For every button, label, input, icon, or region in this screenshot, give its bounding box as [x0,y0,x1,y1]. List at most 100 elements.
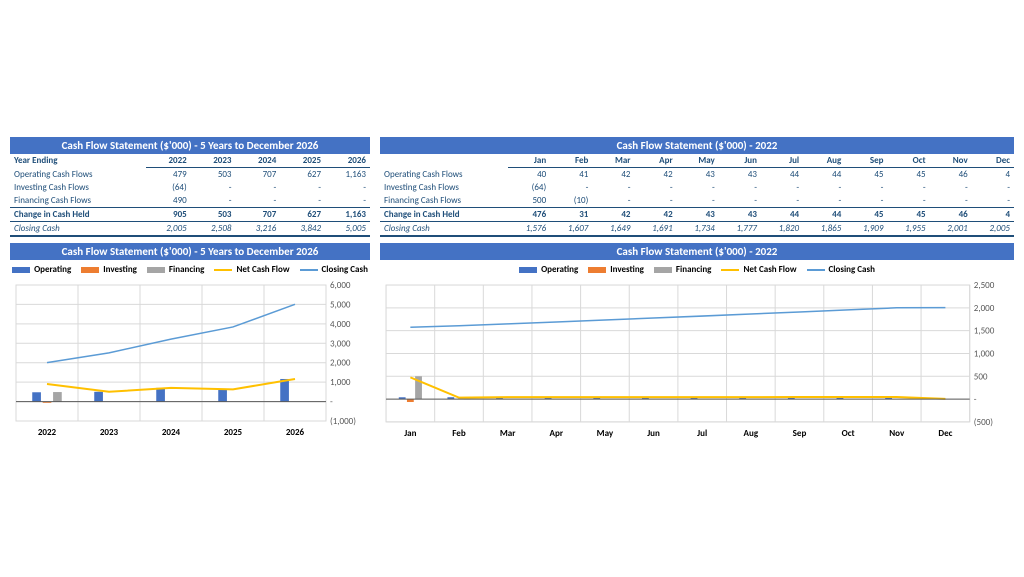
month-header: Feb [550,154,592,168]
cell: 627 [280,208,325,222]
cell: 46 [930,208,972,222]
svg-text:2,000: 2,000 [974,303,995,314]
svg-text:-: - [974,394,977,405]
cell: - [845,181,887,194]
five-year-chart-svg: (1,000)-1,0002,0003,0004,0005,0006,00020… [10,279,370,439]
cell: - [236,181,281,194]
cell: - [325,181,370,194]
cell: - [803,181,845,194]
cell: 42 [592,208,634,222]
legend-item-operating: Operating [12,264,71,275]
cell: 43 [677,168,719,182]
svg-text:Aug: Aug [744,428,759,439]
svg-text:May: May [597,428,614,439]
svg-text:Nov: Nov [889,428,905,439]
cell: (64) [146,181,191,194]
cell: 5,005 [325,222,370,237]
cell: - [887,194,929,208]
month-header: Jan [508,154,550,168]
cell: - [972,194,1014,208]
cell: 1,691 [635,222,677,237]
chart-legend: OperatingInvestingFinancingNet Cash Flow… [380,260,1014,279]
month-header: Sep [845,154,887,168]
cell: - [592,181,634,194]
cell: - [930,194,972,208]
cell: 707 [236,168,281,182]
svg-text:1,000: 1,000 [974,348,995,359]
cell: 479 [146,168,191,182]
cell: 42 [635,208,677,222]
legend-item-operating: Operating [519,264,578,275]
cell: 31 [550,208,592,222]
legend-item-netcash: Net Cash Flow [721,264,796,275]
cell: 627 [280,168,325,182]
cell: 1,607 [550,222,592,237]
cell: 1,163 [325,168,370,182]
cell: 42 [592,168,634,182]
cell: - [887,181,929,194]
svg-text:2,000: 2,000 [330,358,351,369]
cell: - [325,194,370,208]
cell: 503 [191,168,236,182]
cell: 44 [803,168,845,182]
year-ending-label: Year Ending [10,154,146,168]
legend-item-investing: Investing [588,264,644,275]
cell: - [803,194,845,208]
cell: 2,508 [191,222,236,237]
row-label-operating: Operating Cash Flows [10,168,146,182]
cell: 40 [508,168,550,182]
legend-item-netcash: Net Cash Flow [214,264,289,275]
cell: 1,955 [887,222,929,237]
five-year-chart: Cash Flow Statement ($'000) - 5 Years to… [10,243,370,440]
row-label-operating: Operating Cash Flows [380,168,508,182]
cell: - [191,194,236,208]
five-year-table: Cash Flow Statement ($'000) - 5 Years to… [10,137,370,237]
cell: 2,001 [930,222,972,237]
cell: 490 [146,194,191,208]
cell: (64) [508,181,550,194]
month-header: Nov [930,154,972,168]
svg-text:6,000: 6,000 [330,280,351,291]
cell: 45 [887,168,929,182]
row-label-financing: Financing Cash Flows [10,194,146,208]
cell: 1,734 [677,222,719,237]
cell: 44 [803,208,845,222]
svg-text:Mar: Mar [500,428,516,439]
cell: 1,576 [508,222,550,237]
svg-text:2023: 2023 [100,427,119,438]
five-year-table-title: Cash Flow Statement ($'000) - 5 Years to… [10,137,370,154]
monthly-chart: Cash Flow Statement ($'000) - 2022 Opera… [380,243,1014,440]
svg-text:2024: 2024 [162,427,181,438]
cell: 42 [635,168,677,182]
cell: - [191,181,236,194]
cell: 503 [191,208,236,222]
cell: - [719,181,761,194]
month-header: May [677,154,719,168]
svg-text:5,000: 5,000 [330,299,351,310]
cell: 45 [845,208,887,222]
svg-text:2025: 2025 [224,427,243,438]
legend-item-financing: Financing [147,264,205,275]
legend-item-closing: Closing Cash [300,264,368,275]
cell: - [761,194,803,208]
cell: 43 [677,208,719,222]
cell: - [635,194,677,208]
cell: 1,820 [761,222,803,237]
svg-text:Sep: Sep [793,428,807,439]
month-header: Oct [887,154,929,168]
cell: - [677,181,719,194]
cell: 905 [146,208,191,222]
year-header: 2026 [325,154,370,168]
cell: - [635,181,677,194]
svg-text:-: - [330,397,333,408]
legend-item-investing: Investing [81,264,137,275]
month-header: Jun [719,154,761,168]
legend-item-closing: Closing Cash [807,264,875,275]
year-header: 2022 [146,154,191,168]
year-header: 2025 [280,154,325,168]
svg-text:4,000: 4,000 [330,319,351,330]
svg-text:2022: 2022 [38,427,57,438]
cell: - [845,194,887,208]
cell: - [677,194,719,208]
cell: - [972,181,1014,194]
